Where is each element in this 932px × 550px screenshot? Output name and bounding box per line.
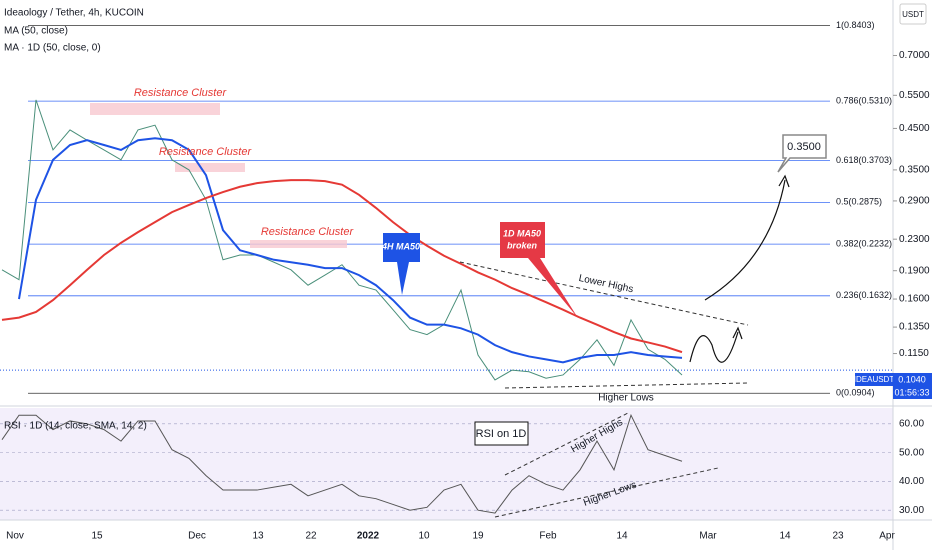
chart-title: Ideaology / Tether, 4h, KUCOIN: [4, 8, 144, 19]
fib-label: 0.618(0.3703): [836, 155, 892, 165]
legend-ma-1d: MA · 1D (50, close, 0): [4, 43, 101, 54]
moving-average: [1, 179, 683, 354]
annotation: Resistance Cluster: [159, 146, 253, 158]
countdown: 01:56:33: [894, 387, 929, 397]
rsi-higher-highs-line: [504, 411, 631, 476]
fib-label: 0.382(0.2232): [836, 239, 892, 249]
x-tick-label: 23: [832, 531, 844, 542]
rsi-tick-label: 50.00: [899, 447, 924, 458]
last-price: 0.1040: [898, 374, 926, 384]
resistance-zone: [90, 103, 220, 115]
y-tick-label: 0.1350: [899, 322, 930, 333]
y-tick-label: 0.7000: [899, 50, 930, 61]
x-tick-label: 15: [91, 531, 103, 542]
annotation: 4H MA50: [381, 241, 420, 251]
y-tick-label: 0.1900: [899, 265, 930, 276]
moving-average: [18, 137, 683, 364]
symbol: IDEAUSDT: [854, 375, 895, 384]
fib-label: 0.236(0.1632): [836, 290, 892, 300]
series-layer: [1, 99, 683, 514]
annotation: 0.3500: [787, 141, 821, 153]
y-tick-label: 0.1150: [899, 348, 929, 359]
resistance-zone: [175, 163, 245, 172]
x-tick-label: 10: [418, 531, 430, 542]
price-badge: [893, 373, 932, 399]
x-tick-label: 14: [616, 531, 628, 542]
x-tick-label: Dec: [188, 531, 206, 542]
x-tick-label: Apr: [879, 531, 895, 542]
higher-lows-line: [504, 382, 749, 389]
projection-arrow: [704, 179, 786, 301]
rsi-line: [1, 413, 683, 514]
price-line: [1, 99, 683, 381]
annotation: Resistance Cluster: [261, 226, 355, 238]
x-tick-label: Feb: [539, 531, 557, 542]
rsi-higher-lows-line: [494, 467, 719, 518]
lower-highs-line: [459, 261, 749, 326]
fib-label: 1(0.8403): [836, 20, 875, 30]
fib-label: 0.786(0.5310): [836, 95, 892, 105]
y-tick-label: 0.2900: [899, 196, 930, 207]
rsi-band: [0, 408, 893, 520]
rsi-tick-label: 40.00: [899, 476, 924, 487]
symbol-badge: [855, 373, 893, 386]
x-tick-label: 13: [252, 531, 264, 542]
arrow-head: [778, 174, 790, 188]
legend-ma: MA (50, close): [4, 26, 68, 37]
x-tick-label: 2022: [357, 531, 380, 542]
x-tick-label: Nov: [6, 531, 24, 542]
projection-wave: [689, 331, 739, 363]
currency-badge[interactable]: [899, 3, 927, 25]
fib-label: 0(0.0904): [836, 388, 875, 398]
annotation: Higher Lows: [598, 393, 654, 404]
fib-label: 0.5(0.2875): [836, 197, 882, 207]
annotation: 1D MA50: [503, 228, 541, 238]
x-tick-label: 14: [779, 531, 791, 542]
annotation: broken: [507, 240, 538, 250]
y-tick-label: 0.3500: [899, 165, 930, 176]
resistance-zone: [250, 240, 347, 248]
x-tick-label: 19: [472, 531, 484, 542]
annotation: Resistance Cluster: [134, 87, 228, 99]
rsi-tick-label: 30.00: [899, 505, 924, 516]
callout-1d: [500, 222, 578, 318]
x-tick-label: Mar: [699, 531, 717, 542]
annotation: RSI on 1D: [476, 428, 527, 440]
y-tick-label: 0.2300: [899, 234, 930, 245]
x-tick-label: 22: [305, 531, 317, 542]
rsi-tick-label: 60.00: [899, 418, 924, 429]
rsi-box: [474, 421, 529, 446]
y-tick-label: 0.4500: [899, 123, 930, 134]
arrow-head: [732, 326, 743, 340]
callout-4h: [383, 233, 420, 295]
target-callout: [777, 134, 827, 173]
y-tick-label: 0.5500: [899, 90, 930, 101]
rsi-legend: RSI · 1D (14, close, SMA, 14, 2): [4, 421, 147, 432]
back-layer: [0, 24, 897, 511]
currency: USDT: [902, 10, 924, 19]
y-tick-label: 0.1600: [899, 294, 930, 305]
